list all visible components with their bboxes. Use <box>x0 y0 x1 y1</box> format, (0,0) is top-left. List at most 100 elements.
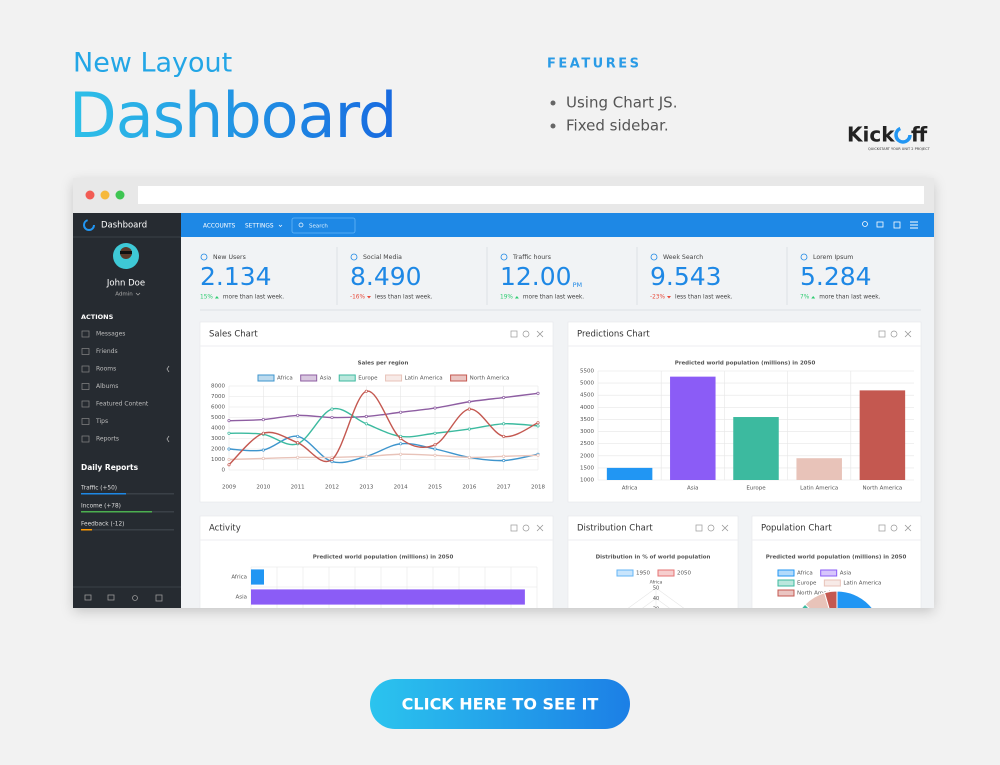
menu-item[interactable]: Friends <box>96 348 118 355</box>
point <box>330 407 334 411</box>
cta-label: CLICK HERE TO SEE IT <box>402 695 599 714</box>
chart-title: Distribution in % of world population <box>596 555 711 561</box>
x-tick-label: Europe <box>746 486 766 492</box>
stat-icon <box>650 253 658 261</box>
progress-bar <box>81 511 152 513</box>
card-icon[interactable] <box>707 524 715 532</box>
legend-swatch <box>777 579 795 587</box>
subtitle: New Layout <box>73 48 232 79</box>
browser-content: Dashboard John Doe Admin ACTIONS Message… <box>73 178 934 608</box>
stat-suffix: PM <box>573 281 583 289</box>
brand[interactable]: Dashboard <box>101 221 147 231</box>
section-heading: ACTIONS <box>81 313 114 321</box>
series-line <box>228 407 539 446</box>
point <box>364 414 368 419</box>
point <box>502 434 506 438</box>
card-icon[interactable] <box>904 524 912 532</box>
card-icon[interactable] <box>878 330 886 338</box>
bar <box>859 390 906 480</box>
card-icon[interactable] <box>890 330 898 338</box>
card-icon[interactable] <box>522 330 530 338</box>
card-icon[interactable] <box>536 330 544 338</box>
card-icon[interactable] <box>522 524 530 532</box>
card-icon[interactable] <box>890 524 898 532</box>
bar <box>796 458 842 480</box>
chart-title: Predicted world population (millions) in… <box>675 361 816 367</box>
stat-value: 9.543 <box>650 262 722 291</box>
x-tick-label: 2013 <box>359 485 373 491</box>
card-icon[interactable] <box>510 330 518 338</box>
stat-note: less than last week. <box>375 295 433 301</box>
point <box>467 455 471 459</box>
nav-link[interactable]: SETTINGS <box>245 224 274 230</box>
caret <box>278 224 283 227</box>
footer-icon[interactable] <box>107 594 115 601</box>
y-tick-label: Asia <box>235 595 247 601</box>
search-box[interactable] <box>291 217 356 234</box>
point <box>364 422 368 426</box>
legend-label: Europe <box>797 581 817 587</box>
card-icon[interactable] <box>510 524 518 532</box>
menu-item[interactable]: Featured Content <box>96 401 149 408</box>
menu-item[interactable]: Messages <box>96 331 125 338</box>
chart-title: Sales per region <box>358 361 409 367</box>
series-line <box>228 390 539 466</box>
report-label: Feedback (-12) <box>81 522 124 528</box>
point <box>261 418 265 422</box>
user-role[interactable]: Admin <box>115 292 133 298</box>
x-tick-label: 2017 <box>497 485 511 491</box>
menu-item[interactable]: Reports <box>96 436 119 443</box>
brand-icon <box>83 219 95 231</box>
menu-item[interactable]: Tips <box>95 418 108 425</box>
y-tick-label: 5000 <box>211 415 225 421</box>
x-tick-label: North America <box>862 486 902 492</box>
legend-swatch <box>777 569 795 577</box>
logo-tagline: QUICKSTART YOUR UNIT 2 PROJECT <box>868 147 931 151</box>
point <box>536 424 540 428</box>
stat-change: -16% <box>350 295 365 301</box>
card-icon[interactable] <box>878 524 886 532</box>
card-icon[interactable] <box>721 524 729 532</box>
point <box>296 413 300 417</box>
y-tick-label: 4000 <box>580 405 594 411</box>
nav-link[interactable]: ACCOUNTS <box>203 224 236 230</box>
point <box>433 431 437 435</box>
legend-label: Asia <box>320 376 332 382</box>
card-icon[interactable] <box>695 524 703 532</box>
card-icon[interactable] <box>536 524 544 532</box>
nav-icon[interactable] <box>862 221 868 227</box>
point <box>296 434 300 438</box>
nav-icon[interactable] <box>876 221 884 228</box>
nav-icon[interactable] <box>893 221 901 229</box>
footer-icon[interactable] <box>132 595 138 601</box>
menu-icon <box>81 435 90 443</box>
y-tick-label: 4000 <box>211 426 225 432</box>
menu-item[interactable]: Rooms <box>96 366 116 373</box>
menu-item[interactable]: Albums <box>96 383 118 390</box>
legend-swatch <box>657 569 675 577</box>
y-tick-label: 3000 <box>211 436 225 442</box>
stat-arrow <box>666 296 671 299</box>
x-tick-label: Africa <box>622 486 638 492</box>
address-bar[interactable] <box>138 186 924 204</box>
footer-icon[interactable] <box>84 594 92 601</box>
point <box>227 419 231 423</box>
stat-icon <box>500 253 508 261</box>
stat-change: -23% <box>650 295 665 301</box>
x-tick-label: 2015 <box>428 485 442 491</box>
menu-icon[interactable] <box>910 221 918 229</box>
point <box>433 447 437 451</box>
chevron <box>166 435 170 443</box>
stat-value: 12.00 <box>500 262 572 291</box>
card-title: Population Chart <box>761 524 832 534</box>
point <box>536 391 540 395</box>
y-tick-label: 8000 <box>211 384 225 390</box>
footer-icon[interactable] <box>155 594 163 602</box>
legend-label: Latin America <box>843 581 881 587</box>
cta-button[interactable] <box>370 679 630 729</box>
y-tick-label: 6000 <box>211 405 225 411</box>
card-icon[interactable] <box>904 330 912 338</box>
sidebar <box>73 213 181 608</box>
stat-arrow <box>514 296 519 299</box>
bar <box>733 417 779 480</box>
